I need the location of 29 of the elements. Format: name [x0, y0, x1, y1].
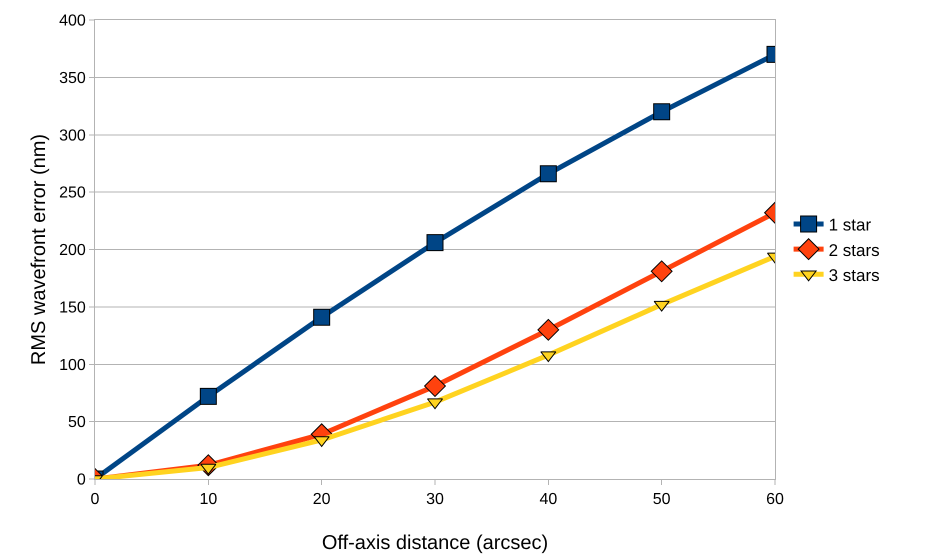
point — [537, 318, 560, 341]
x-tick-label: 30 — [426, 491, 444, 508]
x-tick-label: 20 — [312, 491, 331, 508]
y-tick-label: 400 — [59, 12, 86, 30]
y-tick-label: 0 — [76, 472, 86, 489]
point — [653, 103, 670, 120]
legend-label: 3 stars — [828, 266, 880, 285]
y-tick-label: 150 — [59, 299, 86, 316]
x-axis-title: Off-axis distance (arcsec) — [322, 532, 548, 554]
y-tick-label: 100 — [59, 356, 86, 374]
y-tick-label: 350 — [59, 70, 86, 87]
point — [424, 375, 446, 397]
y-axis-title: RMS wavefront error (nm) — [28, 134, 50, 366]
y-tick-label: 50 — [68, 414, 86, 432]
x-tick-label: 10 — [199, 491, 218, 508]
y-tick-label: 200 — [59, 242, 86, 260]
y-tick-label: 250 — [59, 184, 86, 202]
x-tick-label: 50 — [652, 491, 671, 508]
y-tick-label: 300 — [59, 127, 86, 144]
legend-label: 1 star — [828, 216, 872, 235]
legend-label: 2 stars — [828, 240, 880, 260]
x-tick-label: 40 — [539, 491, 558, 508]
point — [540, 165, 557, 182]
point — [426, 234, 444, 252]
point — [200, 388, 217, 405]
point — [313, 308, 330, 326]
point — [650, 260, 673, 282]
x-tick-label: 60 — [766, 491, 784, 508]
x-tick-label: 0 — [90, 491, 100, 508]
